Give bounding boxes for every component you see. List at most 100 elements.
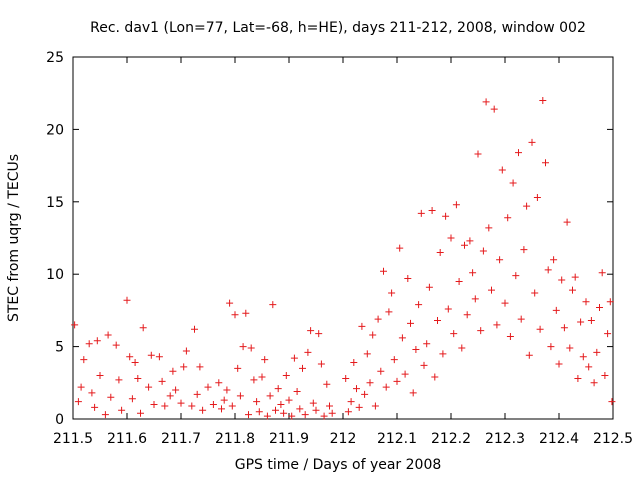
data-point: [88, 389, 96, 397]
data-point: [80, 356, 88, 364]
data-point: [506, 332, 514, 340]
data-point: [285, 396, 293, 404]
data-point: [301, 411, 309, 419]
data-point: [547, 343, 555, 351]
data-point: [258, 373, 266, 381]
data-point: [550, 256, 558, 264]
data-point: [404, 275, 412, 283]
data-point: [461, 241, 468, 249]
data-point: [482, 98, 490, 106]
data-point: [274, 385, 282, 393]
data-point: [434, 317, 441, 325]
data-point: [542, 159, 549, 167]
data-point: [407, 319, 414, 327]
data-point: [571, 273, 579, 281]
data-point: [371, 402, 379, 410]
data-point: [509, 179, 517, 187]
data-point: [296, 405, 304, 413]
data-point: [134, 374, 142, 382]
x-axis-ticks: 211.5 211.6 211.7 211.8 211.9 212 212.1 212.2 21…: [53, 57, 633, 447]
data-point: [515, 149, 522, 157]
data-point: [590, 379, 598, 387]
data-point: [177, 399, 185, 407]
data-point: [442, 212, 450, 220]
data-point: [585, 363, 593, 371]
data-point: [150, 401, 158, 409]
data-point: [228, 402, 236, 410]
data-point: [131, 359, 139, 367]
y-axis-title: STEC from uqrg / TECUs: [6, 154, 22, 322]
data-point: [361, 390, 369, 398]
data-point: [536, 325, 544, 333]
data-point: [388, 289, 396, 297]
data-point: [431, 373, 439, 381]
data-point: [471, 295, 479, 303]
data-point: [385, 308, 393, 316]
data-point: [137, 409, 144, 417]
data-point: [342, 374, 350, 382]
data-point: [347, 398, 355, 406]
data-point: [358, 322, 366, 330]
data-point: [126, 353, 134, 361]
data-point: [261, 356, 269, 364]
data-point: [182, 347, 190, 355]
data-point: [293, 387, 301, 395]
data-point: [255, 408, 263, 416]
data-point: [104, 331, 112, 339]
x-tick-label: 211.8: [215, 431, 255, 447]
data-point: [436, 248, 444, 256]
data-point: [247, 344, 255, 352]
data-point: [196, 363, 204, 371]
data-point: [608, 398, 616, 406]
y-tick-label: 20: [46, 122, 64, 138]
data-point: [269, 301, 277, 309]
data-point: [574, 374, 582, 382]
data-point: [539, 96, 547, 104]
data-point: [280, 409, 288, 417]
data-point: [558, 276, 566, 284]
data-point: [423, 340, 431, 348]
data-point: [223, 386, 231, 394]
data-point: [263, 412, 271, 420]
data-point: [604, 330, 612, 338]
data-point: [239, 343, 247, 351]
data-point: [415, 301, 423, 309]
data-point: [112, 341, 120, 349]
data-point: [596, 304, 603, 312]
data-point: [593, 348, 601, 356]
data-point: [218, 405, 225, 413]
data-point: [96, 372, 104, 380]
data-point: [428, 206, 436, 214]
data-point: [299, 364, 306, 372]
data-point: [577, 318, 585, 326]
data-point: [147, 351, 155, 359]
data-point: [393, 377, 401, 385]
data-point: [563, 218, 571, 226]
data-point: [463, 311, 471, 319]
data-point: [158, 377, 166, 385]
data-point: [587, 317, 595, 325]
data-point: [566, 344, 574, 352]
data-point: [466, 237, 474, 245]
data-point: [439, 350, 447, 358]
plot-frame: [72, 56, 614, 420]
data-point: [193, 390, 201, 398]
data-point: [172, 386, 180, 394]
x-tick-label: 211.9: [269, 431, 309, 447]
x-tick-label: 212.1: [377, 431, 417, 447]
data-point: [155, 353, 163, 361]
data-point: [366, 379, 374, 387]
data-point: [91, 403, 99, 411]
data-point: [180, 363, 188, 371]
data-point: [498, 166, 506, 174]
data-point: [328, 409, 336, 417]
data-point: [582, 298, 590, 306]
data-point: [452, 201, 460, 209]
data-point: [447, 234, 455, 242]
data-point: [552, 306, 560, 314]
data-point: [320, 412, 328, 420]
data-point: [309, 399, 317, 407]
data-point: [477, 327, 485, 335]
data-point: [253, 398, 261, 406]
data-point: [369, 331, 377, 339]
